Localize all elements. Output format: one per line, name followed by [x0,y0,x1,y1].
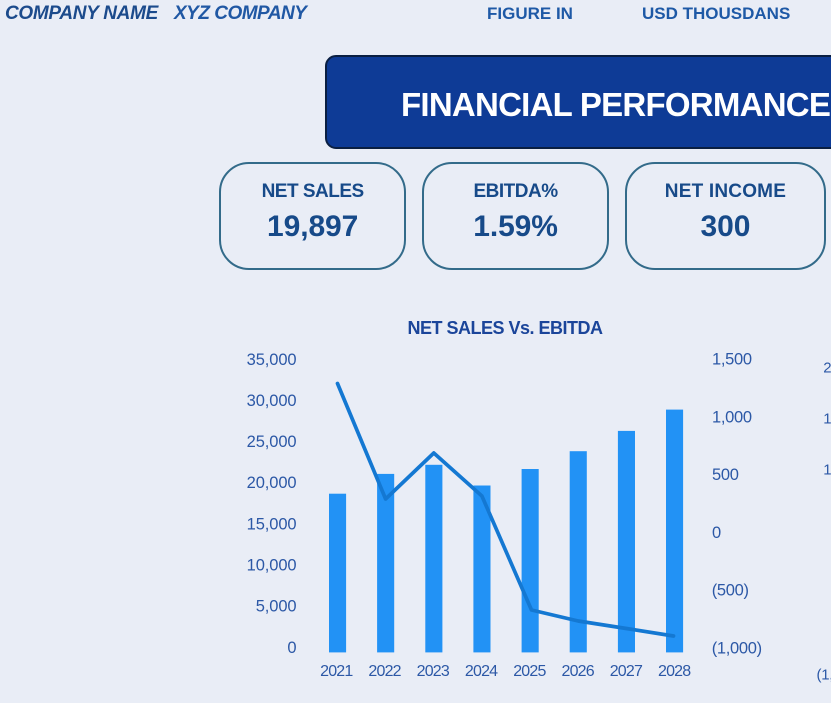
svg-text:15,000: 15,000 [247,515,297,533]
svg-text:1,000: 1,000 [712,408,752,426]
svg-text:30,000: 30,000 [247,392,297,410]
svg-text:20,000: 20,000 [247,474,297,492]
svg-text:2023: 2023 [417,663,450,680]
svg-text:2024: 2024 [465,663,498,680]
svg-text:(1,000): (1,000) [817,667,831,684]
svg-text:10,000: 10,000 [247,557,297,575]
svg-text:2,000: 2,000 [823,359,831,376]
svg-text:(500): (500) [712,582,749,600]
svg-text:35,000: 35,000 [247,351,297,369]
svg-text:NET SALES Vs. EBITDA: NET SALES Vs. EBITDA [407,318,603,338]
svg-text:500: 500 [712,466,739,484]
svg-text:5,000: 5,000 [256,598,297,616]
svg-text:1,500: 1,500 [823,410,831,427]
svg-text:2021: 2021 [320,663,353,680]
svg-text:(1,000): (1,000) [712,639,762,657]
svg-text:1,000: 1,000 [823,462,831,479]
svg-text:0: 0 [287,639,296,657]
svg-text:2026: 2026 [561,663,594,680]
svg-text:2025: 2025 [513,663,546,680]
svg-text:25,000: 25,000 [247,433,297,451]
svg-text:0: 0 [712,524,721,542]
svg-text:1,500: 1,500 [712,351,752,369]
svg-text:2027: 2027 [610,663,643,680]
svg-text:2028: 2028 [658,663,691,680]
svg-text:2022: 2022 [368,663,401,680]
